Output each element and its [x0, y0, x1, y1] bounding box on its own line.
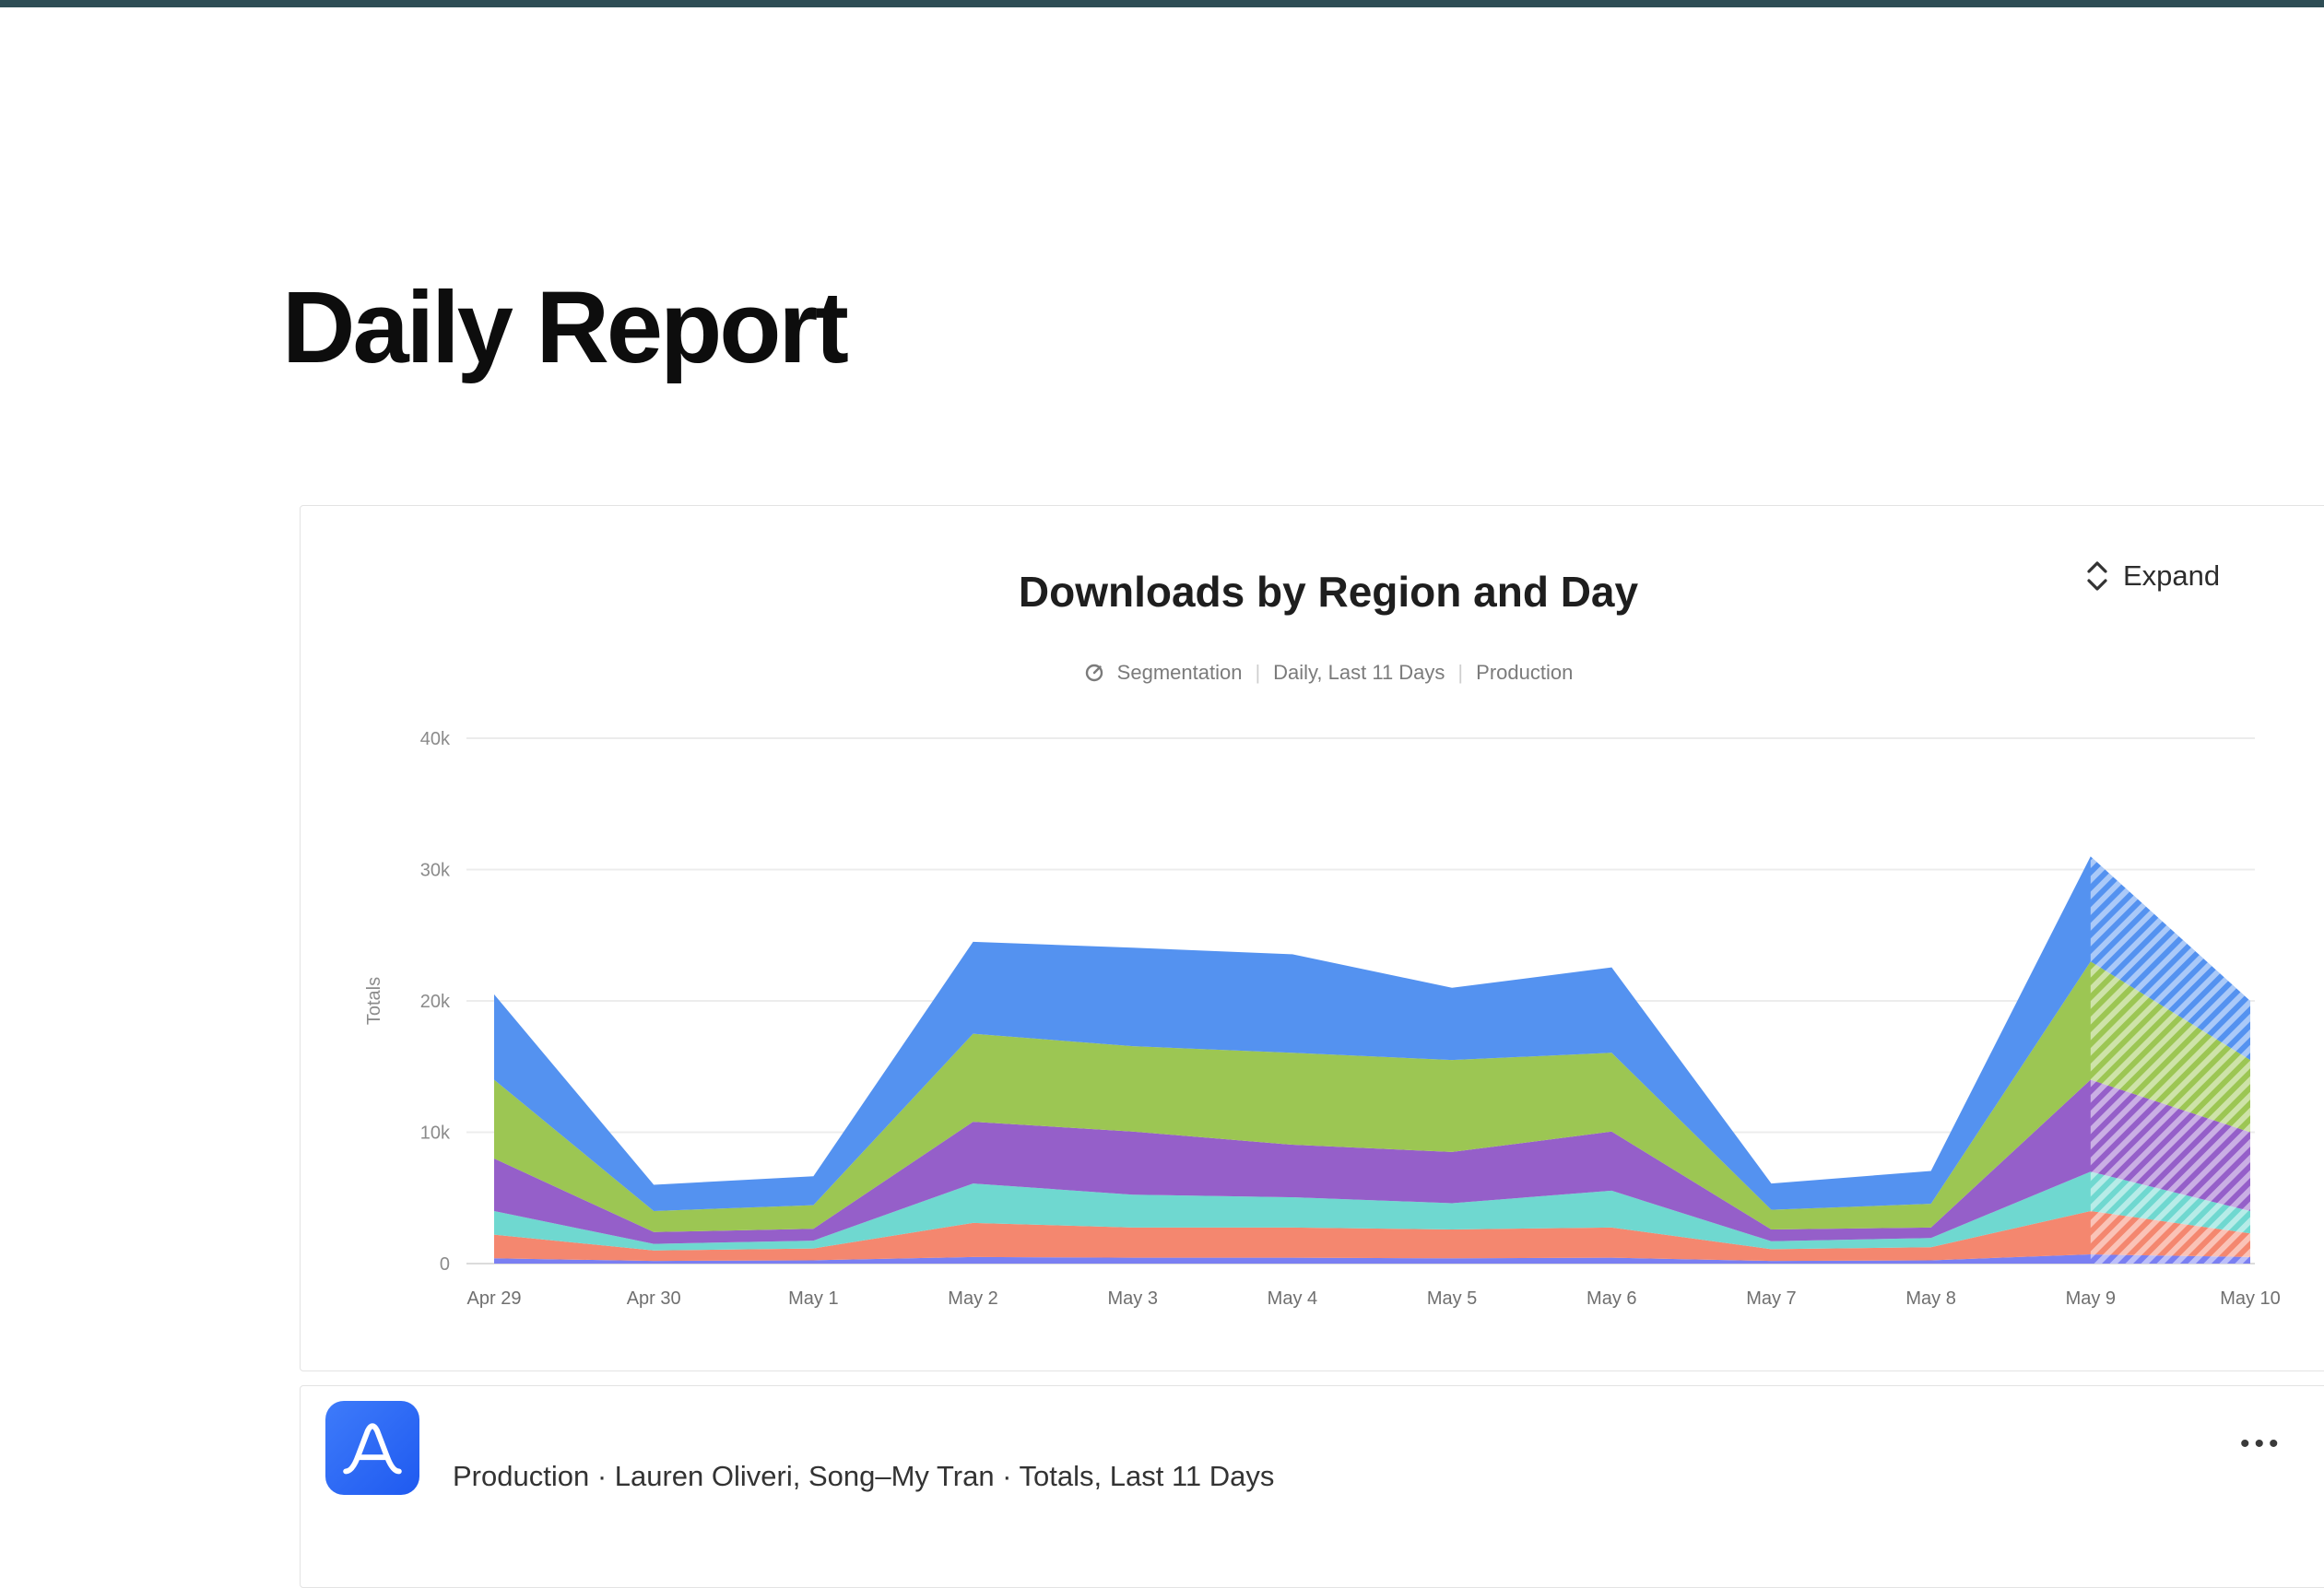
svg-text:May 9: May 9	[2066, 1288, 2116, 1309]
svg-text:May 6: May 6	[1587, 1288, 1636, 1309]
svg-text:May 10: May 10	[2220, 1288, 2281, 1309]
svg-text:Apr 29: Apr 29	[467, 1288, 522, 1309]
svg-text:May 1: May 1	[788, 1288, 838, 1309]
svg-text:Apr 30: Apr 30	[627, 1288, 681, 1309]
svg-text:May 5: May 5	[1427, 1288, 1477, 1309]
area-series-5-green	[494, 961, 2250, 1232]
svg-text:May 2: May 2	[948, 1288, 997, 1309]
meta-segmentation-label: Segmentation	[1116, 661, 1243, 684]
amplitude-logo-icon[interactable]	[325, 1401, 419, 1495]
svg-text:10k: 10k	[420, 1123, 451, 1144]
area-series-3-teal	[494, 1171, 2250, 1251]
more-menu-button[interactable]: •••	[2235, 1428, 2289, 1461]
svg-text:0: 0	[440, 1254, 450, 1275]
svg-text:40k: 40k	[420, 729, 451, 749]
stacked-area-chart: 0 10k 20k 30k 40k Totals Apr 29 Apr 30 May 1 May …	[364, 729, 2281, 1309]
expand-label: Expand	[2123, 559, 2221, 592]
svg-text:20k: 20k	[420, 992, 451, 1012]
meta-separator: |	[1457, 661, 1464, 684]
top-edge-bar	[0, 0, 2324, 7]
svg-text:May 8: May 8	[1905, 1288, 1955, 1309]
area-series-1-periwinkle	[494, 1254, 2250, 1264]
meta-environment-label: Production	[1476, 661, 1574, 684]
svg-text:May 4: May 4	[1268, 1288, 1317, 1309]
svg-text:May 7: May 7	[1746, 1288, 1796, 1309]
svg-text:30k: 30k	[420, 861, 451, 881]
source-footer-card: Production · Lauren Oliveri, Song–My Tra…	[300, 1385, 2324, 1588]
area-series-6-blue	[494, 856, 2250, 1211]
area-series-4-purple	[494, 1079, 2250, 1244]
expand-button[interactable]: Expand	[2084, 559, 2220, 593]
incomplete-period-hatch	[2090, 856, 2250, 1264]
source-description: Production · Lauren Oliveri, Song–My Tra…	[453, 1460, 1275, 1492]
series-areas	[494, 856, 2250, 1264]
x-axis: Apr 29 Apr 30 May 1 May 2 May 3 May 4 May 5 May…	[467, 1288, 2281, 1309]
svg-text:May 3: May 3	[1107, 1288, 1157, 1309]
area-series-2-salmon	[494, 1211, 2250, 1262]
chart-title: Downloads by Region and Day	[1018, 568, 1639, 616]
chart-meta-row: Segmentation | Daily, Last 11 Days | Pro…	[301, 661, 2324, 685]
segmentation-icon	[1084, 663, 1104, 683]
page-title: Daily Report	[282, 271, 849, 384]
meta-separator: |	[1255, 661, 1261, 684]
y-axis-title: Totals	[364, 977, 384, 1025]
expand-icon	[2084, 559, 2110, 593]
meta-range-label: Daily, Last 11 Days	[1273, 661, 1445, 684]
chart-card: Downloads by Region and Day Segmentation…	[300, 505, 2324, 1371]
